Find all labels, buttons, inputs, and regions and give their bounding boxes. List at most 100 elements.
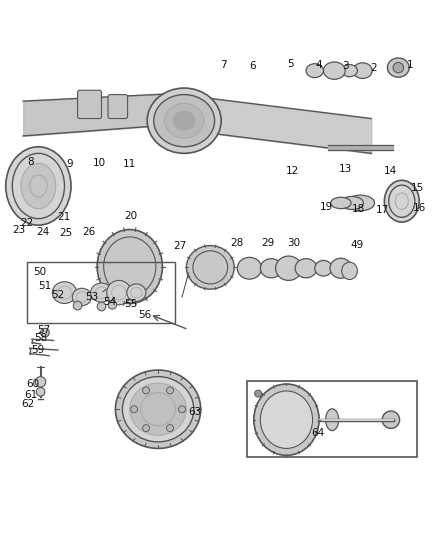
FancyBboxPatch shape	[108, 94, 127, 118]
Text: 8: 8	[28, 157, 34, 167]
Text: 26: 26	[82, 227, 95, 237]
Circle shape	[131, 406, 138, 413]
Ellipse shape	[127, 284, 146, 301]
Ellipse shape	[21, 163, 56, 208]
Text: 51: 51	[38, 281, 52, 291]
Ellipse shape	[237, 257, 261, 279]
Text: 61: 61	[25, 390, 38, 400]
Ellipse shape	[116, 370, 201, 448]
Ellipse shape	[6, 147, 71, 225]
Ellipse shape	[130, 383, 186, 435]
Circle shape	[382, 411, 399, 429]
Ellipse shape	[276, 256, 302, 280]
Ellipse shape	[342, 64, 357, 77]
Text: 11: 11	[123, 159, 136, 169]
Text: 3: 3	[342, 61, 349, 71]
Ellipse shape	[342, 262, 357, 279]
Text: 27: 27	[173, 240, 187, 251]
Text: 18: 18	[352, 204, 365, 214]
Text: 20: 20	[124, 211, 138, 221]
Ellipse shape	[353, 63, 372, 78]
Text: 9: 9	[67, 159, 74, 169]
Text: 2: 2	[370, 62, 377, 72]
Ellipse shape	[165, 103, 204, 138]
Text: 24: 24	[36, 227, 49, 237]
Ellipse shape	[186, 246, 234, 289]
Text: 19: 19	[320, 202, 334, 212]
Bar	[27, 262, 175, 323]
Text: 25: 25	[59, 228, 72, 238]
Circle shape	[179, 406, 185, 413]
Text: 5: 5	[287, 59, 294, 69]
Text: 29: 29	[261, 238, 274, 248]
Text: 63: 63	[188, 407, 201, 417]
Text: 28: 28	[230, 238, 243, 247]
Text: 59: 59	[31, 345, 44, 355]
Ellipse shape	[330, 258, 352, 278]
FancyBboxPatch shape	[78, 90, 102, 118]
Ellipse shape	[122, 377, 194, 442]
Ellipse shape	[72, 288, 92, 305]
Circle shape	[254, 390, 261, 397]
Text: 30: 30	[287, 238, 300, 247]
Ellipse shape	[331, 197, 351, 208]
Ellipse shape	[340, 197, 364, 209]
Ellipse shape	[346, 195, 374, 211]
Text: 54: 54	[102, 297, 116, 307]
Ellipse shape	[306, 63, 323, 78]
Text: 62: 62	[21, 399, 34, 409]
Circle shape	[166, 425, 173, 432]
Circle shape	[36, 387, 45, 396]
Circle shape	[393, 62, 403, 73]
Ellipse shape	[154, 94, 215, 147]
Ellipse shape	[388, 58, 409, 77]
Text: 12: 12	[286, 166, 299, 176]
Text: 64: 64	[311, 428, 325, 438]
Circle shape	[97, 302, 106, 311]
Text: 60: 60	[27, 379, 40, 389]
Circle shape	[41, 328, 49, 337]
Text: 13: 13	[339, 165, 352, 174]
Text: 55: 55	[124, 300, 138, 309]
Ellipse shape	[52, 282, 77, 303]
Ellipse shape	[325, 409, 339, 431]
Circle shape	[143, 387, 150, 394]
Circle shape	[108, 301, 117, 309]
Text: 53: 53	[85, 292, 99, 302]
Ellipse shape	[173, 111, 195, 130]
Circle shape	[166, 387, 173, 394]
Ellipse shape	[385, 180, 419, 222]
Text: 52: 52	[51, 290, 64, 300]
Text: 57: 57	[37, 325, 51, 335]
Circle shape	[73, 301, 82, 310]
Text: 7: 7	[220, 60, 226, 70]
Ellipse shape	[323, 62, 345, 79]
Text: 56: 56	[138, 310, 152, 320]
Text: 15: 15	[410, 183, 424, 193]
Text: 49: 49	[351, 240, 364, 250]
Text: 10: 10	[93, 158, 106, 168]
Ellipse shape	[254, 384, 319, 455]
Text: 6: 6	[250, 61, 256, 71]
Text: 1: 1	[407, 60, 414, 70]
Text: 23: 23	[12, 224, 25, 235]
Ellipse shape	[260, 391, 313, 448]
Circle shape	[35, 377, 46, 387]
Ellipse shape	[315, 261, 332, 276]
Text: 16: 16	[413, 203, 426, 213]
Bar	[247, 381, 417, 457]
Text: 4: 4	[316, 60, 322, 70]
Text: 22: 22	[20, 218, 33, 228]
Text: 21: 21	[57, 212, 70, 222]
Ellipse shape	[260, 259, 282, 278]
Ellipse shape	[97, 230, 162, 303]
Ellipse shape	[91, 283, 113, 302]
Text: 14: 14	[384, 166, 398, 176]
Text: 50: 50	[33, 266, 46, 277]
Ellipse shape	[107, 280, 131, 305]
Text: 17: 17	[375, 205, 389, 215]
Ellipse shape	[295, 259, 317, 278]
Text: 58: 58	[34, 333, 47, 343]
Circle shape	[143, 425, 150, 432]
Ellipse shape	[147, 88, 221, 154]
